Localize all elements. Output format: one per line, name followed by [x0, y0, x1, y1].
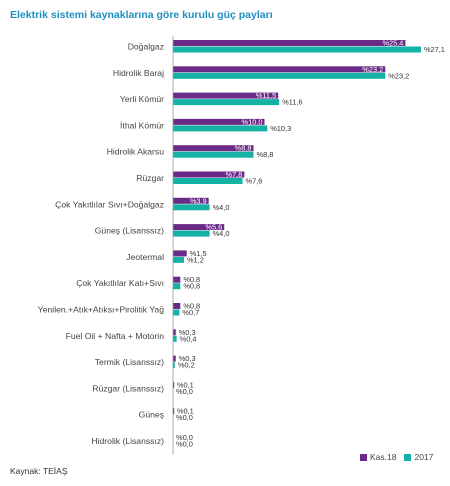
data-label-kas18: %1,5 — [190, 249, 207, 258]
data-label-2017: %0,0 — [176, 440, 193, 449]
category-label: Güneş (Lisanssız) — [95, 226, 164, 236]
category-label: Hidrolik Baraj — [113, 68, 164, 78]
data-label-kas18: %11,5 — [256, 91, 276, 100]
data-label-2017: %10,3 — [270, 124, 291, 133]
data-label-kas18: %7,8 — [226, 170, 243, 179]
category-label: Hidrolik (Lisanssız) — [91, 436, 164, 446]
category-label: Fuel Oil + Nafta + Motorin — [66, 331, 165, 341]
bar-kas18 — [173, 224, 225, 231]
bar-2017 — [173, 230, 210, 237]
bar-kas18 — [173, 303, 181, 309]
category-label: Doğalgaz — [128, 42, 164, 52]
bar-kas18 — [173, 118, 265, 125]
bar-kas18 — [173, 355, 176, 362]
bar-kas18 — [173, 171, 245, 178]
bar-2017 — [173, 151, 254, 158]
data-label-kas18: %25,4 — [382, 39, 403, 48]
legend: Kas.18 2017 — [360, 452, 433, 462]
data-label-kas18: %8,8 — [235, 144, 252, 153]
bar-2017 — [173, 256, 184, 263]
bar-kas18 — [173, 276, 181, 283]
category-label: Rüzgar (Lisanssız) — [92, 383, 164, 393]
bar-2017 — [173, 283, 181, 290]
data-label-2017: %4,0 — [213, 203, 230, 212]
data-label-2017: %0,4 — [180, 334, 197, 343]
bar-kas18 — [173, 329, 176, 336]
category-label: Hidrolik Akarsu — [107, 147, 165, 157]
data-label-kas18: %0,1 — [177, 380, 194, 389]
bar-2017 — [173, 335, 177, 342]
data-label-kas18: %0,0 — [176, 433, 193, 442]
bar-2017 — [173, 125, 268, 132]
data-label-kas18: %5,6 — [205, 223, 222, 232]
data-label-2017: %4,0 — [213, 229, 230, 238]
bar-kas18 — [173, 197, 209, 204]
bar-kas18 — [173, 250, 187, 257]
bar-2017 — [173, 309, 180, 316]
data-label-kas18: %0,8 — [183, 275, 200, 284]
data-label-kas18: %0,3 — [179, 354, 196, 363]
data-label-2017: %23,2 — [388, 71, 409, 80]
data-label-kas18: %10,0 — [242, 117, 263, 126]
bar-2017 — [173, 362, 175, 369]
bar-kas18 — [173, 381, 175, 388]
data-label-kas18: %0,8 — [183, 302, 200, 311]
data-label-2017: %11,6 — [282, 98, 302, 107]
category-label: Jeotermal — [126, 252, 164, 262]
category-label: Çok Yakıtlılar Sıvı+Doğalgaz — [55, 199, 164, 209]
legend-item-2017: 2017 — [404, 452, 433, 462]
legend-item-kas18: Kas.18 — [360, 452, 396, 462]
data-label-kas18: %0,1 — [177, 407, 194, 416]
data-label-2017: %1,2 — [187, 255, 204, 264]
source-note: Kaynak: TEİAŞ — [10, 466, 68, 476]
category-label: Güneş — [139, 410, 164, 420]
category-label: Rüzgar — [136, 173, 164, 183]
legend-swatch-kas18 — [360, 453, 367, 461]
bar-kas18 — [173, 145, 254, 152]
data-label-2017: %0,8 — [183, 282, 200, 291]
data-label-2017: %7,6 — [246, 177, 263, 186]
bar-kas18 — [173, 408, 175, 415]
data-label-kas18: %0,3 — [179, 328, 196, 337]
category-label: Yerli Kömür — [120, 94, 164, 104]
bar-kas18 — [173, 66, 386, 73]
legend-label-2017: 2017 — [414, 452, 434, 462]
bar-2017 — [173, 46, 421, 53]
data-label-2017: %0,0 — [176, 413, 193, 422]
category-label: Yenilen.+Atık+Atıksı+Pirolitik Yağ — [38, 305, 164, 315]
data-label-2017: %0,0 — [176, 387, 193, 396]
bar-kas18 — [173, 40, 406, 46]
category-label: İthal Kömür — [120, 120, 164, 130]
bar-2017 — [173, 99, 280, 106]
legend-swatch-2017 — [404, 453, 412, 461]
data-label-2017: %0,2 — [178, 361, 195, 370]
data-label-kas18: %3,9 — [190, 196, 207, 205]
bar-2017 — [173, 204, 210, 211]
chart-title: Elektrik sistemi kaynaklarına göre kurul… — [10, 9, 273, 21]
data-label-2017: %27,1 — [424, 45, 445, 54]
data-label-2017: %8,8 — [257, 150, 274, 159]
data-label-kas18: %23,2 — [362, 65, 383, 74]
bar-kas18 — [173, 92, 279, 99]
data-label-2017: %0,7 — [182, 308, 199, 317]
bar-2017 — [173, 72, 386, 79]
bar-2017 — [173, 178, 243, 184]
category-label: Çok Yakıtlılar Katı+Sıvı — [76, 278, 164, 288]
category-label: Termik (Lisanssız) — [95, 357, 164, 367]
legend-label-kas18: Kas.18 — [370, 452, 397, 462]
